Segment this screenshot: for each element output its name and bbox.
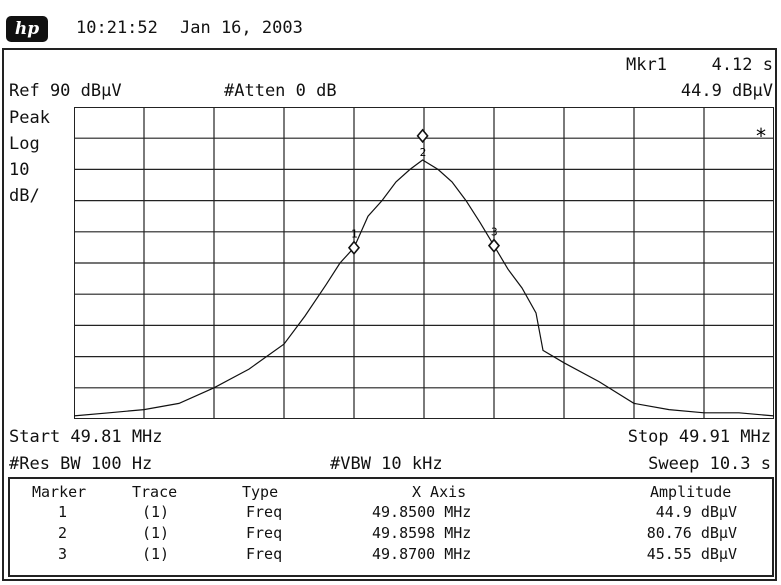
detector-mode: Peak	[9, 108, 50, 128]
table-row-2-marker: 2	[58, 524, 68, 542]
table-row-1-amplitude: 44.9 dBμV	[655, 503, 737, 521]
col-header-amplitude: Amplitude	[650, 483, 732, 501]
marker-2-diamond	[416, 128, 429, 144]
table-row-1-trace: (1)	[142, 503, 170, 521]
marker-readout-amplitude: 44.9 dBμV	[680, 81, 773, 101]
col-header-x-axis: X Axis	[412, 483, 467, 501]
spectrum-plot: 1 2 3 *	[74, 107, 774, 419]
marker-2-label: 2	[420, 146, 427, 159]
start-frequency: Start 49.81 MHz	[9, 427, 163, 447]
scale-type: Log	[9, 134, 40, 154]
col-header-marker: Marker	[32, 483, 87, 501]
scale-value: 10	[9, 160, 30, 180]
table-row-2-trace: (1)	[142, 524, 170, 542]
col-header-type: Type	[242, 483, 279, 501]
table-row-3-amplitude: 45.55 dBμV	[646, 545, 737, 563]
marker-table	[8, 477, 774, 577]
clock-date: Jan 16, 2003	[180, 18, 303, 38]
scale-unit: dB/	[9, 186, 40, 206]
stop-frequency: Stop 49.91 MHz	[627, 427, 771, 447]
table-row-1-type: Freq	[246, 503, 283, 521]
sweep-time: Sweep 10.3 s	[648, 454, 771, 474]
table-row-3-type: Freq	[246, 545, 283, 563]
spectrum-trace	[74, 159, 774, 417]
marker-1-diamond	[347, 240, 361, 255]
marker-readout-time: 4.12 s	[711, 55, 773, 75]
video-bandwidth: #VBW 10 kHz	[330, 454, 443, 474]
table-row-1-x: 49.8500 MHz	[372, 503, 472, 521]
plot-grid	[74, 107, 774, 419]
table-row-3-trace: (1)	[142, 545, 170, 563]
table-row-2-amplitude: 80.76 dBμV	[646, 524, 737, 542]
instrument-frame	[2, 48, 777, 581]
table-row-3-marker: 3	[58, 545, 68, 563]
marker-3-diamond	[487, 238, 501, 253]
table-row-1-marker: 1	[58, 503, 68, 521]
resolution-bandwidth: #Res BW 100 Hz	[9, 454, 153, 474]
hp-logo: hp	[6, 16, 48, 42]
reference-level: Ref 90 dBμV	[9, 81, 122, 101]
clock-time: 10:21:52	[76, 18, 158, 38]
attenuation: #Atten 0 dB	[224, 81, 337, 101]
table-row-2-type: Freq	[246, 524, 283, 542]
marker-readout-label: Mkr1	[626, 55, 667, 75]
col-header-trace: Trace	[132, 483, 178, 501]
marker-3-label: 3	[491, 226, 498, 239]
table-row-2-x: 49.8598 MHz	[372, 524, 472, 542]
table-row-3-x: 49.8700 MHz	[372, 545, 472, 563]
status-symbol: *	[755, 124, 767, 148]
marker-group: 1 2 3	[347, 128, 501, 255]
marker-1-label: 1	[351, 228, 358, 241]
